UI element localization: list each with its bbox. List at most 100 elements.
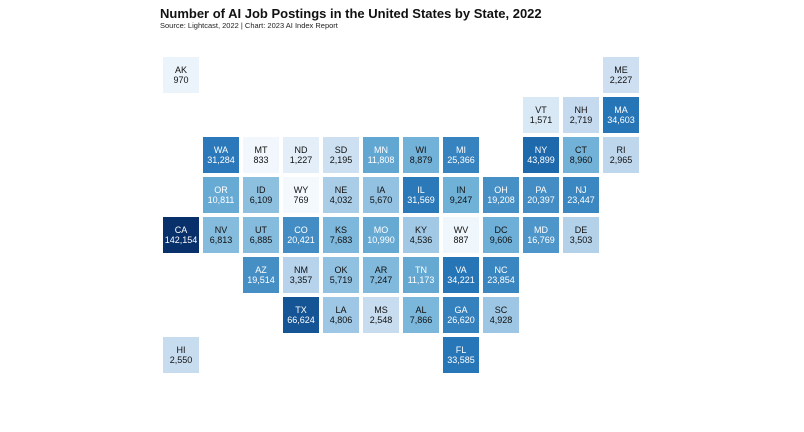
state-abbr: MT: [254, 145, 268, 155]
chart-title: Number of AI Job Postings in the United …: [160, 6, 542, 21]
state-abbr: LA: [335, 305, 347, 315]
state-value-label: 19,514: [247, 275, 275, 285]
state-tile-ks: KS 7,683: [323, 217, 359, 253]
state-abbr: AK: [174, 65, 187, 75]
state-value-label: 23,447: [567, 195, 595, 205]
state-value-label: 2,550: [169, 355, 193, 365]
state-tile-ny: NY 43,899: [523, 137, 559, 173]
state-abbr: CA: [174, 225, 188, 235]
state-value-label: 2,227: [609, 75, 633, 85]
state-abbr: OH: [494, 185, 508, 195]
state-value-label: 1,571: [529, 115, 553, 125]
state-value-label: 2,548: [369, 315, 393, 325]
state-tile-mi: MI 25,366: [443, 137, 479, 173]
state-value-label: 33,585: [447, 355, 475, 365]
state-value-label: 4,928: [489, 315, 513, 325]
state-tile-wv: WV 887: [443, 217, 479, 253]
state-tile-vt: VT 1,571: [523, 97, 559, 133]
state-tile-nc: NC 23,854: [483, 257, 519, 293]
state-tile-nv: NV 6,813: [203, 217, 239, 253]
state-tile-ia: IA 5,670: [363, 177, 399, 213]
state-value-label: 8,879: [409, 155, 433, 165]
state-abbr: VA: [455, 265, 467, 275]
state-abbr: MS: [374, 305, 388, 315]
chart-subtitle: Source: Lightcast, 2022 | Chart: 2023 AI…: [160, 21, 338, 30]
state-value-label: 16,769: [527, 235, 555, 245]
state-value-label: 6,813: [209, 235, 233, 245]
state-abbr: NM: [294, 265, 308, 275]
state-abbr: CT: [575, 145, 587, 155]
state-value-label: 2,195: [329, 155, 353, 165]
state-abbr: ME: [614, 65, 628, 75]
state-abbr: WI: [415, 145, 427, 155]
state-tile-ky: KY 4,536: [403, 217, 439, 253]
state-abbr: KS: [334, 225, 347, 235]
state-abbr: TX: [295, 305, 307, 315]
state-tile-nd: ND 1,227: [283, 137, 319, 173]
state-value-label: 20,397: [527, 195, 555, 205]
state-tile-la: LA 4,806: [323, 297, 359, 333]
state-tile-wa: WA 31,284: [203, 137, 239, 173]
state-value-label: 20,421: [287, 235, 315, 245]
state-abbr: UT: [255, 225, 267, 235]
state-abbr: DE: [574, 225, 588, 235]
state-abbr: NE: [334, 185, 348, 195]
state-value-label: 9,606: [489, 235, 513, 245]
state-abbr: WY: [293, 185, 309, 195]
state-abbr: NC: [494, 265, 508, 275]
state-tile-nm: NM 3,357: [283, 257, 319, 293]
state-tile-tx: TX 66,624: [283, 297, 319, 333]
state-value-label: 7,247: [369, 275, 393, 285]
state-tile-mt: MT 833: [243, 137, 279, 173]
state-value-label: 66,624: [287, 315, 315, 325]
state-tile-pa: PA 20,397: [523, 177, 559, 213]
state-value-label: 25,366: [447, 155, 475, 165]
state-abbr: GA: [454, 305, 468, 315]
state-tile-dc: DC 9,606: [483, 217, 519, 253]
state-value-label: 970: [173, 75, 189, 85]
state-tile-hi: HI 2,550: [163, 337, 199, 373]
state-value-label: 6,885: [249, 235, 273, 245]
state-value-label: 19,208: [487, 195, 515, 205]
state-tile-tn: TN 11,173: [403, 257, 439, 293]
state-abbr: OR: [214, 185, 228, 195]
state-value-label: 769: [293, 195, 309, 205]
state-tile-ok: OK 5,719: [323, 257, 359, 293]
state-tile-mo: MO 10,990: [363, 217, 399, 253]
state-abbr: DC: [494, 225, 508, 235]
state-abbr: WV: [453, 225, 469, 235]
state-value-label: 43,899: [527, 155, 555, 165]
state-abbr: MA: [614, 105, 628, 115]
state-value-label: 6,109: [249, 195, 273, 205]
state-abbr: FL: [455, 345, 467, 355]
state-abbr: TN: [415, 265, 427, 275]
state-abbr: SD: [334, 145, 348, 155]
state-value-label: 7,866: [409, 315, 433, 325]
state-tile-de: DE 3,503: [563, 217, 599, 253]
state-value-label: 11,808: [367, 155, 395, 165]
state-abbr: IN: [456, 185, 466, 195]
state-tile-az: AZ 19,514: [243, 257, 279, 293]
state-tile-ak: AK 970: [163, 57, 199, 93]
state-abbr: RI: [616, 145, 626, 155]
state-value-label: 5,719: [329, 275, 353, 285]
state-value-label: 9,247: [449, 195, 473, 205]
state-value-label: 31,569: [407, 195, 435, 205]
state-abbr: SC: [494, 305, 508, 315]
state-value-label: 4,032: [329, 195, 353, 205]
state-abbr: MD: [534, 225, 548, 235]
state-tile-ms: MS 2,548: [363, 297, 399, 333]
state-tile-me: ME 2,227: [603, 57, 639, 93]
state-abbr: CO: [294, 225, 308, 235]
state-tile-ut: UT 6,885: [243, 217, 279, 253]
state-value-label: 887: [453, 235, 469, 245]
state-value-label: 10,990: [367, 235, 395, 245]
state-value-label: 3,503: [569, 235, 593, 245]
state-tile-sd: SD 2,195: [323, 137, 359, 173]
state-abbr: IL: [417, 185, 425, 195]
state-tile-nh: NH 2,719: [563, 97, 599, 133]
state-abbr: NH: [574, 105, 588, 115]
state-value-label: 7,683: [329, 235, 353, 245]
state-value-label: 4,536: [409, 235, 433, 245]
state-value-label: 4,806: [329, 315, 353, 325]
